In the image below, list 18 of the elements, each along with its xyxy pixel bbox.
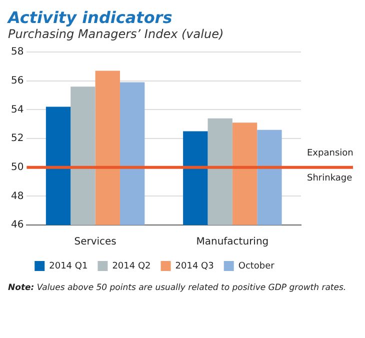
- y-tick-label: 56: [10, 75, 24, 86]
- legend-label: 2014 Q1: [49, 261, 88, 272]
- legend-label: October: [238, 261, 275, 272]
- legend-label: 2014 Q2: [112, 261, 151, 272]
- chart-subtitle: Purchasing Managers’ Index (value): [8, 27, 225, 41]
- y-tick-label: 52: [10, 133, 24, 144]
- text: Note: Values above 50 points are usually related to positive GDP growth rates.: [8, 283, 348, 293]
- y-tick-label: 58: [10, 46, 24, 58]
- y-tick-label: 48: [10, 190, 24, 202]
- x-tick-label: Services: [74, 236, 116, 248]
- ref-line-label: Expansion: [307, 148, 354, 159]
- y-tick-label: 54: [10, 104, 24, 116]
- chart-title: Activity indicators: [8, 8, 174, 27]
- text: Shrinkage: [307, 174, 353, 184]
- legend-label: 2014 Q3: [175, 261, 214, 272]
- x-tick-label: Manufacturing: [196, 236, 269, 248]
- y-tick-label: 46: [10, 220, 24, 231]
- y-tick-label: 50: [10, 162, 24, 173]
